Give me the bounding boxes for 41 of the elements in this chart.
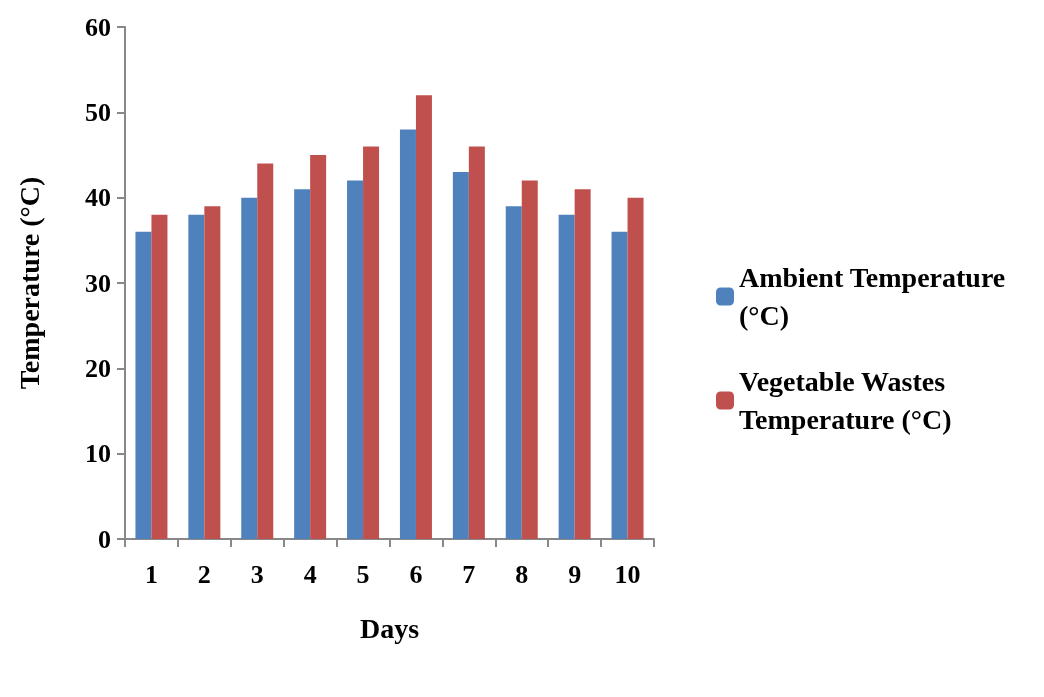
y-tick-label: 30 <box>85 268 111 298</box>
x-axis-title: Days <box>359 612 420 644</box>
bar <box>257 163 274 539</box>
bar <box>151 214 168 539</box>
y-axis-title: Temperature (°C) <box>13 176 45 390</box>
legend-label: Vegetable Wastes Temperature (°C) <box>739 366 953 435</box>
y-tick-label: 20 <box>85 353 111 383</box>
bar <box>611 231 628 539</box>
bar <box>505 206 522 539</box>
bar <box>468 146 485 539</box>
x-tick-label: 8 <box>515 559 529 589</box>
bar <box>135 231 152 539</box>
y-tick-label: 0 <box>98 524 111 554</box>
x-tick-label: 6 <box>409 559 423 589</box>
y-tick-label: 40 <box>85 183 111 213</box>
bar <box>521 180 538 539</box>
bar <box>558 214 575 539</box>
bar <box>415 95 432 539</box>
y-tick-label: 50 <box>85 97 111 127</box>
x-tick-label: 5 <box>356 559 370 589</box>
x-tick-label: 7 <box>462 559 476 589</box>
bar <box>310 155 327 539</box>
bar <box>363 146 380 539</box>
x-tick-label: 10 <box>614 559 641 589</box>
bar <box>188 214 205 539</box>
bar <box>627 197 644 539</box>
bar <box>294 189 311 539</box>
bar <box>574 189 591 539</box>
legend-label: Ambient Temperature (°C) <box>739 262 1013 331</box>
x-tick-label: 4 <box>303 559 317 589</box>
bar <box>241 197 258 539</box>
y-tick-label: 60 <box>85 12 111 42</box>
bar <box>452 172 469 539</box>
x-tick-label: 3 <box>250 559 264 589</box>
x-tick-label: 9 <box>568 559 582 589</box>
y-tick-label: 10 <box>85 439 111 469</box>
bar <box>399 129 416 539</box>
x-tick-label: 1 <box>144 559 158 589</box>
x-tick-label: 2 <box>197 559 211 589</box>
bar <box>347 180 364 539</box>
bar <box>204 206 221 539</box>
